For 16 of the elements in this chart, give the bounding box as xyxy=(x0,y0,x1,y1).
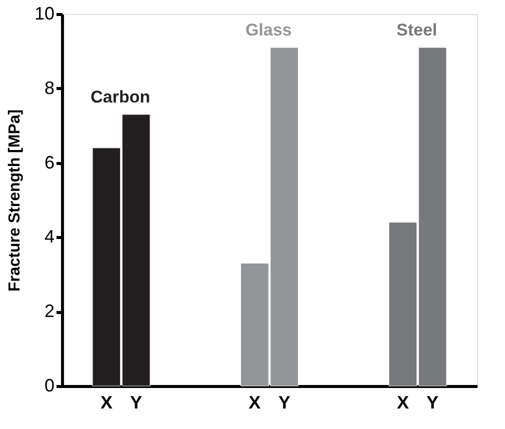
x-tick-label: Y xyxy=(426,392,439,412)
y-tick-label: 6 xyxy=(44,152,54,172)
y-tick-label: 0 xyxy=(44,376,54,396)
x-tick-label: X xyxy=(100,392,112,412)
y-axis-title: Fracture Strength [MPa] xyxy=(6,109,24,292)
series-label: Glass xyxy=(245,20,292,40)
series-label: Carbon xyxy=(90,87,150,106)
x-tick-label: X xyxy=(248,392,261,412)
x-tick-label: Y xyxy=(130,392,142,412)
y-tick-label: 2 xyxy=(44,301,54,322)
x-tick-label: X xyxy=(396,392,409,412)
y-tick-label: 4 xyxy=(44,226,54,247)
series-label: Steel xyxy=(396,20,438,40)
y-tick-label: 10 xyxy=(34,4,54,24)
x-tick-label: Y xyxy=(278,392,290,412)
y-tick-label: 8 xyxy=(44,78,54,98)
